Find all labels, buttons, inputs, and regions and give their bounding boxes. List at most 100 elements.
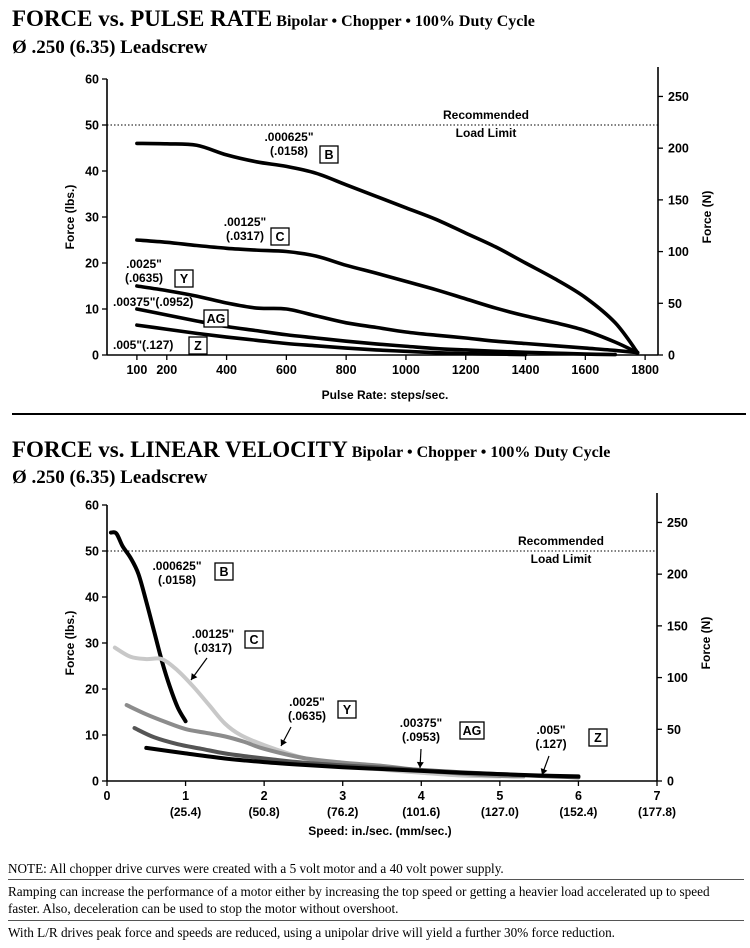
y-tick-label: 0 — [92, 349, 99, 363]
y-right-tick-label: 200 — [667, 568, 688, 582]
chart2-svg: 0 10 20 30 40 50 60 0 50 100 150 200 250 0 1 (25.4) 2 (50… — [63, 493, 713, 838]
series-line-z — [144, 745, 581, 779]
chart2-title: FORCE vs. LINEAR VELOCITY — [12, 437, 348, 462]
series-line-y — [135, 284, 640, 355]
x-tick-label: 0 — [104, 789, 111, 803]
y-tick-label: 20 — [85, 257, 99, 271]
chart1-title-row: FORCE vs. PULSE RATE Bipolar • Chopper •… — [12, 6, 535, 32]
series-label-ag: .00375"(.0952) — [113, 295, 193, 309]
series-label-c: .00125" — [224, 215, 266, 229]
series-line-b — [108, 530, 188, 724]
y-tick-label: 10 — [85, 729, 99, 743]
series-label-y: .0025" — [289, 695, 325, 709]
series-label-c: (.0317) — [226, 229, 264, 243]
series-name-y: Y — [343, 703, 352, 717]
x-tick-label: 1200 — [452, 363, 480, 377]
series-name-c: C — [275, 230, 284, 244]
x-tick-label: 800 — [336, 363, 357, 377]
chart1-leadscrew: Ø .250 (6.35) Leadscrew — [12, 37, 208, 58]
series-box-z — [588, 728, 608, 747]
series-box-c — [244, 630, 264, 649]
x-tick-mm-label: (50.8) — [248, 805, 279, 819]
note-ramping: Ramping can increase the performance of … — [8, 884, 710, 916]
series-label-b: .000625" — [152, 559, 201, 573]
y-right-tick-label: 50 — [667, 723, 681, 737]
series-label-b: .000625" — [264, 130, 313, 144]
y-tick-label: 60 — [85, 499, 99, 513]
x-tick-label: 1000 — [392, 363, 420, 377]
x-tick-mm-label: (76.2) — [327, 805, 358, 819]
note-rule-2 — [8, 920, 744, 921]
chart1-subtitle: Bipolar • Chopper • 100% Duty Cycle — [276, 13, 535, 30]
y-tick-label: 50 — [85, 119, 99, 133]
series-box-b — [214, 562, 234, 581]
series-pointer-head-c — [191, 673, 198, 680]
series-label-z: (.127) — [535, 737, 566, 751]
series-box-c — [270, 227, 290, 246]
x-tick-mm-label: (177.8) — [638, 805, 676, 819]
section-divider — [12, 413, 746, 415]
y-right-tick-label: 250 — [668, 90, 689, 104]
y-axis-label: Force (lbs.) — [63, 185, 77, 250]
note-chopper: NOTE: All chopper drive curves were crea… — [8, 861, 504, 876]
series-label-z: .005" — [536, 723, 565, 737]
y-right-tick-label: 100 — [667, 671, 688, 685]
x-tick-mm-label: (25.4) — [170, 805, 201, 819]
series-line-c — [135, 238, 640, 355]
x-tick-label: 1800 — [631, 363, 659, 377]
series-name-c: C — [249, 633, 258, 647]
series-line-ag — [132, 726, 581, 780]
x-tick-label: 200 — [156, 363, 177, 377]
y-tick-label: 40 — [85, 165, 99, 179]
x-tick-label: 1 — [182, 789, 189, 803]
series-label-b: (.0158) — [158, 573, 196, 587]
x-tick-label: 100 — [126, 363, 147, 377]
series-box-y — [174, 269, 194, 288]
series-label-c: (.0317) — [194, 641, 232, 655]
series-name-z: Z — [594, 731, 602, 745]
note-lr-drives: With L/R drives peak force and speeds ar… — [8, 925, 615, 940]
series-box-y — [337, 700, 357, 719]
y-tick-label: 20 — [85, 683, 99, 697]
x-tick-mm-label: (127.0) — [481, 805, 519, 819]
series-pointer-head-z — [540, 768, 548, 775]
y-right-tick-label: 200 — [668, 142, 689, 156]
note-rule-1 — [8, 879, 744, 880]
y-tick-label: 30 — [85, 637, 99, 651]
load-limit-label: Load Limit — [456, 126, 517, 140]
x-tick-mm-label: (101.6) — [402, 805, 440, 819]
series-name-ag: AG — [463, 724, 482, 738]
x-tick-mm-label: (152.4) — [559, 805, 597, 819]
series-line-b — [135, 141, 640, 355]
series-box-ag — [459, 721, 485, 740]
y-right-tick-label: 0 — [667, 775, 674, 789]
x-tick-label: 1400 — [512, 363, 540, 377]
series-pointer-head-ag — [416, 761, 424, 768]
series-label-ag: (.0953) — [402, 730, 440, 744]
chart2-title-row: FORCE vs. LINEAR VELOCITY Bipolar • Chop… — [12, 437, 610, 463]
series-label-b: (.0158) — [270, 144, 308, 158]
y-right-tick-label: 100 — [668, 245, 689, 259]
y-tick-label: 60 — [85, 73, 99, 87]
chart2-leadscrew: Ø .250 (6.35) Leadscrew — [12, 467, 208, 488]
y-axis-label: Force (lbs.) — [63, 611, 77, 676]
y-tick-label: 50 — [85, 545, 99, 559]
y-right-tick-label: 50 — [668, 297, 682, 311]
y-right-tick-label: 150 — [668, 193, 689, 207]
series-name-z: Z — [194, 339, 202, 353]
x-tick-label: 5 — [496, 789, 503, 803]
y-right-tick-label: 0 — [668, 349, 675, 363]
y-tick-label: 10 — [85, 303, 99, 317]
x-tick-label: 600 — [276, 363, 297, 377]
series-name-b: B — [219, 565, 228, 579]
x-tick-label: 2 — [261, 789, 268, 803]
series-pointer-head-y — [280, 739, 287, 746]
load-limit-label: Recommended — [518, 534, 604, 548]
series-label-z: .005"(.127) — [113, 338, 173, 352]
y-tick-label: 30 — [85, 211, 99, 225]
series-box-z — [188, 336, 208, 355]
y-right-axis-label: Force (N) — [699, 617, 713, 670]
load-limit-label: Load Limit — [531, 552, 592, 566]
series-box-ag — [203, 309, 229, 328]
